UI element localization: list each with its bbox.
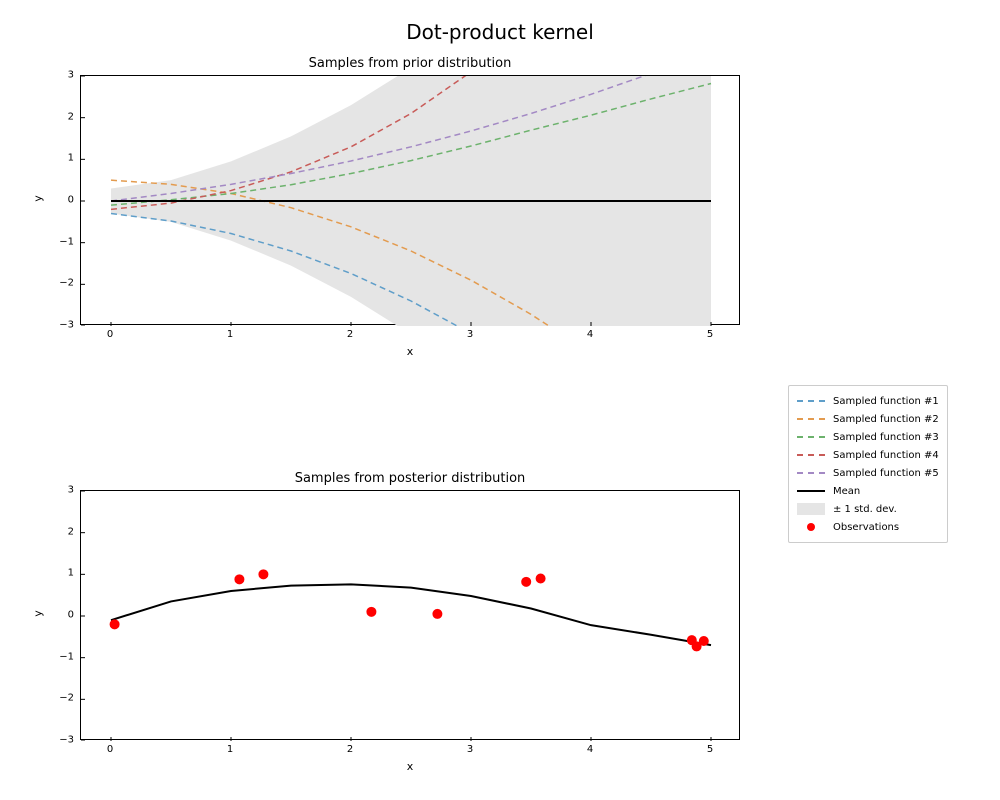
legend-swatch xyxy=(797,394,825,408)
legend-swatch xyxy=(797,484,825,498)
legend-item: Observations xyxy=(797,518,939,536)
legend-label: Sampled function #3 xyxy=(833,432,939,443)
ytick-label: −3 xyxy=(50,320,74,331)
legend-item: ± 1 std. dev. xyxy=(797,500,939,518)
legend-label: Observations xyxy=(833,522,899,533)
observation-point xyxy=(110,619,120,629)
xtick-label: 5 xyxy=(707,744,713,755)
legend-label: Sampled function #5 xyxy=(833,468,939,479)
xtick-label: 1 xyxy=(227,744,233,755)
legend-item: Sampled function #5 xyxy=(797,464,939,482)
xtick-label: 3 xyxy=(467,329,473,340)
ytick-label: −3 xyxy=(50,735,74,746)
xtick-label: 0 xyxy=(107,329,113,340)
figure-suptitle: Dot-product kernel xyxy=(0,20,1000,44)
ytick-label: −2 xyxy=(50,693,74,704)
ytick-label: −1 xyxy=(50,236,74,247)
ax2-title: Samples from posterior distribution xyxy=(80,471,740,486)
ytick-label: 2 xyxy=(50,111,74,122)
xtick-label: 4 xyxy=(587,744,593,755)
legend-swatch xyxy=(797,502,825,516)
observation-point xyxy=(258,569,268,579)
ytick-label: 3 xyxy=(50,70,74,81)
legend-item: Sampled function #2 xyxy=(797,410,939,428)
figure: Dot-product kernel Samples from prior di… xyxy=(0,0,1000,800)
legend: Sampled function #1 Sampled function #2 Sa… xyxy=(788,385,948,543)
observation-point xyxy=(234,574,244,584)
xtick-label: 2 xyxy=(347,744,353,755)
ax1-ylabel: y xyxy=(32,191,45,207)
xtick-label: 1 xyxy=(227,329,233,340)
ytick-label: 1 xyxy=(50,153,74,164)
observation-point xyxy=(521,577,531,587)
observation-point xyxy=(366,607,376,617)
ax1-xlabel: x xyxy=(80,345,740,358)
observation-point xyxy=(536,574,546,584)
ax2-plot-area xyxy=(80,490,740,740)
ytick-label: 0 xyxy=(50,195,74,206)
ax1-plot-area xyxy=(80,75,740,325)
legend-swatch xyxy=(797,448,825,462)
ytick-label: 0 xyxy=(50,610,74,621)
ax1-title: Samples from prior distribution xyxy=(80,56,740,71)
legend-label: Sampled function #1 xyxy=(833,396,939,407)
legend-label: Mean xyxy=(833,486,860,497)
xtick-label: 5 xyxy=(707,329,713,340)
legend-item: Sampled function #4 xyxy=(797,446,939,464)
xtick-label: 3 xyxy=(467,744,473,755)
legend-swatch xyxy=(797,430,825,444)
ax2-ylabel: y xyxy=(32,606,45,622)
legend-label: ± 1 std. dev. xyxy=(833,504,897,515)
xtick-label: 2 xyxy=(347,329,353,340)
legend-swatch xyxy=(797,520,825,534)
ytick-label: 3 xyxy=(50,485,74,496)
ax2-xlabel: x xyxy=(80,760,740,773)
legend-item: Sampled function #1 xyxy=(797,392,939,410)
ytick-label: −2 xyxy=(50,278,74,289)
ytick-label: 2 xyxy=(50,526,74,537)
observation-point xyxy=(699,636,709,646)
legend-item: Mean xyxy=(797,482,939,500)
ytick-label: −1 xyxy=(50,651,74,662)
xtick-label: 4 xyxy=(587,329,593,340)
observation-point xyxy=(432,609,442,619)
legend-swatch xyxy=(797,466,825,480)
xtick-label: 0 xyxy=(107,744,113,755)
ax2-svg xyxy=(81,491,741,741)
legend-item: Sampled function #3 xyxy=(797,428,939,446)
mean-line xyxy=(111,584,711,645)
ytick-label: 1 xyxy=(50,568,74,579)
legend-swatch xyxy=(797,412,825,426)
legend-label: Sampled function #4 xyxy=(833,450,939,461)
legend-label: Sampled function #2 xyxy=(833,414,939,425)
ax1-svg xyxy=(81,76,741,326)
